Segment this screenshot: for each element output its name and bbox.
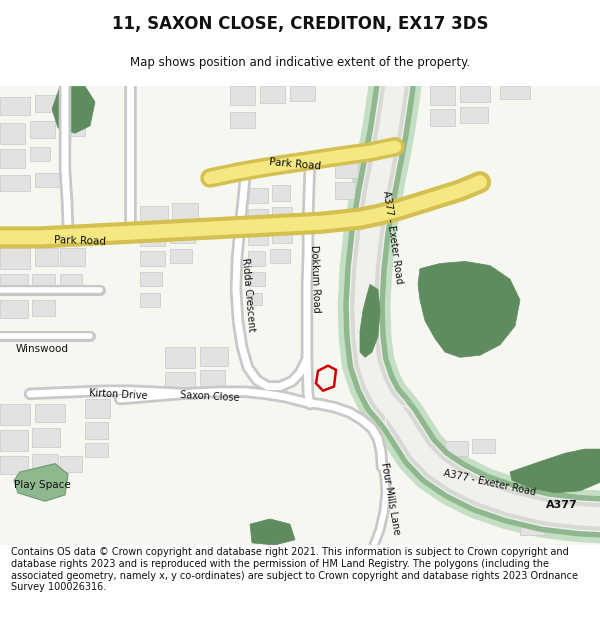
Polygon shape xyxy=(335,161,358,178)
Polygon shape xyxy=(30,121,55,138)
Polygon shape xyxy=(260,86,285,103)
Polygon shape xyxy=(445,462,465,478)
Polygon shape xyxy=(335,182,355,199)
Polygon shape xyxy=(0,300,28,318)
Text: Park Road: Park Road xyxy=(269,158,321,172)
Text: Dokkum Road: Dokkum Road xyxy=(309,245,321,313)
Polygon shape xyxy=(520,519,545,534)
Polygon shape xyxy=(14,464,68,501)
Polygon shape xyxy=(250,519,295,545)
Polygon shape xyxy=(60,248,85,266)
Text: Four Mills Lane: Four Mills Lane xyxy=(379,461,401,535)
Text: A377 - Exeter Road: A377 - Exeter Road xyxy=(443,468,537,497)
Polygon shape xyxy=(248,188,268,203)
Polygon shape xyxy=(30,147,50,161)
Polygon shape xyxy=(552,498,578,514)
Text: A377: A377 xyxy=(546,501,578,511)
Polygon shape xyxy=(35,248,58,266)
Polygon shape xyxy=(170,228,195,242)
Polygon shape xyxy=(0,248,30,269)
Polygon shape xyxy=(35,404,65,422)
Polygon shape xyxy=(85,443,108,458)
Polygon shape xyxy=(272,228,292,242)
Text: Winswood: Winswood xyxy=(16,344,68,354)
Text: Park Road: Park Road xyxy=(54,234,106,246)
Polygon shape xyxy=(0,404,30,425)
Polygon shape xyxy=(362,159,382,176)
Polygon shape xyxy=(230,112,255,128)
Polygon shape xyxy=(32,454,58,470)
Polygon shape xyxy=(165,372,195,391)
Polygon shape xyxy=(0,430,28,451)
Polygon shape xyxy=(445,441,468,456)
Polygon shape xyxy=(200,370,225,386)
Polygon shape xyxy=(140,206,168,222)
Polygon shape xyxy=(32,428,60,447)
Polygon shape xyxy=(0,175,30,191)
Polygon shape xyxy=(270,249,290,264)
Text: Play Space: Play Space xyxy=(14,479,70,489)
Text: Kirton Drive: Kirton Drive xyxy=(89,388,148,401)
Polygon shape xyxy=(140,272,162,286)
Text: Saxon Close: Saxon Close xyxy=(180,391,240,404)
Polygon shape xyxy=(248,209,268,224)
Polygon shape xyxy=(248,251,265,266)
Polygon shape xyxy=(85,399,110,418)
Polygon shape xyxy=(418,261,520,358)
Polygon shape xyxy=(140,292,160,308)
Polygon shape xyxy=(460,86,490,102)
Text: Ridda Crescent: Ridda Crescent xyxy=(240,258,256,332)
Polygon shape xyxy=(0,122,25,144)
Polygon shape xyxy=(200,347,228,366)
Polygon shape xyxy=(430,109,455,126)
Polygon shape xyxy=(0,456,28,474)
Polygon shape xyxy=(172,203,198,220)
Polygon shape xyxy=(0,274,28,295)
Text: 11, SAXON CLOSE, CREDITON, EX17 3DS: 11, SAXON CLOSE, CREDITON, EX17 3DS xyxy=(112,15,488,33)
Polygon shape xyxy=(272,208,292,222)
Polygon shape xyxy=(230,86,255,105)
Polygon shape xyxy=(290,86,315,101)
Polygon shape xyxy=(85,422,108,439)
Polygon shape xyxy=(165,347,195,368)
Polygon shape xyxy=(248,272,265,286)
Polygon shape xyxy=(60,274,82,291)
Polygon shape xyxy=(60,118,85,136)
Polygon shape xyxy=(520,498,548,516)
Polygon shape xyxy=(360,284,380,357)
Polygon shape xyxy=(510,449,600,493)
Text: Map shows position and indicative extent of the property.: Map shows position and indicative extent… xyxy=(130,56,470,69)
Polygon shape xyxy=(0,149,25,168)
Polygon shape xyxy=(32,274,55,291)
Polygon shape xyxy=(170,249,192,264)
Polygon shape xyxy=(272,185,290,201)
Polygon shape xyxy=(460,107,488,123)
Polygon shape xyxy=(472,439,495,453)
Polygon shape xyxy=(35,173,60,188)
Polygon shape xyxy=(430,86,455,105)
Polygon shape xyxy=(35,94,60,112)
Polygon shape xyxy=(248,292,262,305)
Polygon shape xyxy=(52,86,95,133)
Polygon shape xyxy=(140,230,165,246)
Polygon shape xyxy=(32,300,55,316)
Text: A377 - Exeter Road: A377 - Exeter Road xyxy=(382,190,404,285)
Polygon shape xyxy=(248,230,268,245)
Polygon shape xyxy=(0,97,30,116)
Polygon shape xyxy=(500,86,530,99)
Polygon shape xyxy=(60,456,82,472)
Text: Contains OS data © Crown copyright and database right 2021. This information is : Contains OS data © Crown copyright and d… xyxy=(11,548,578,592)
Polygon shape xyxy=(140,251,165,266)
